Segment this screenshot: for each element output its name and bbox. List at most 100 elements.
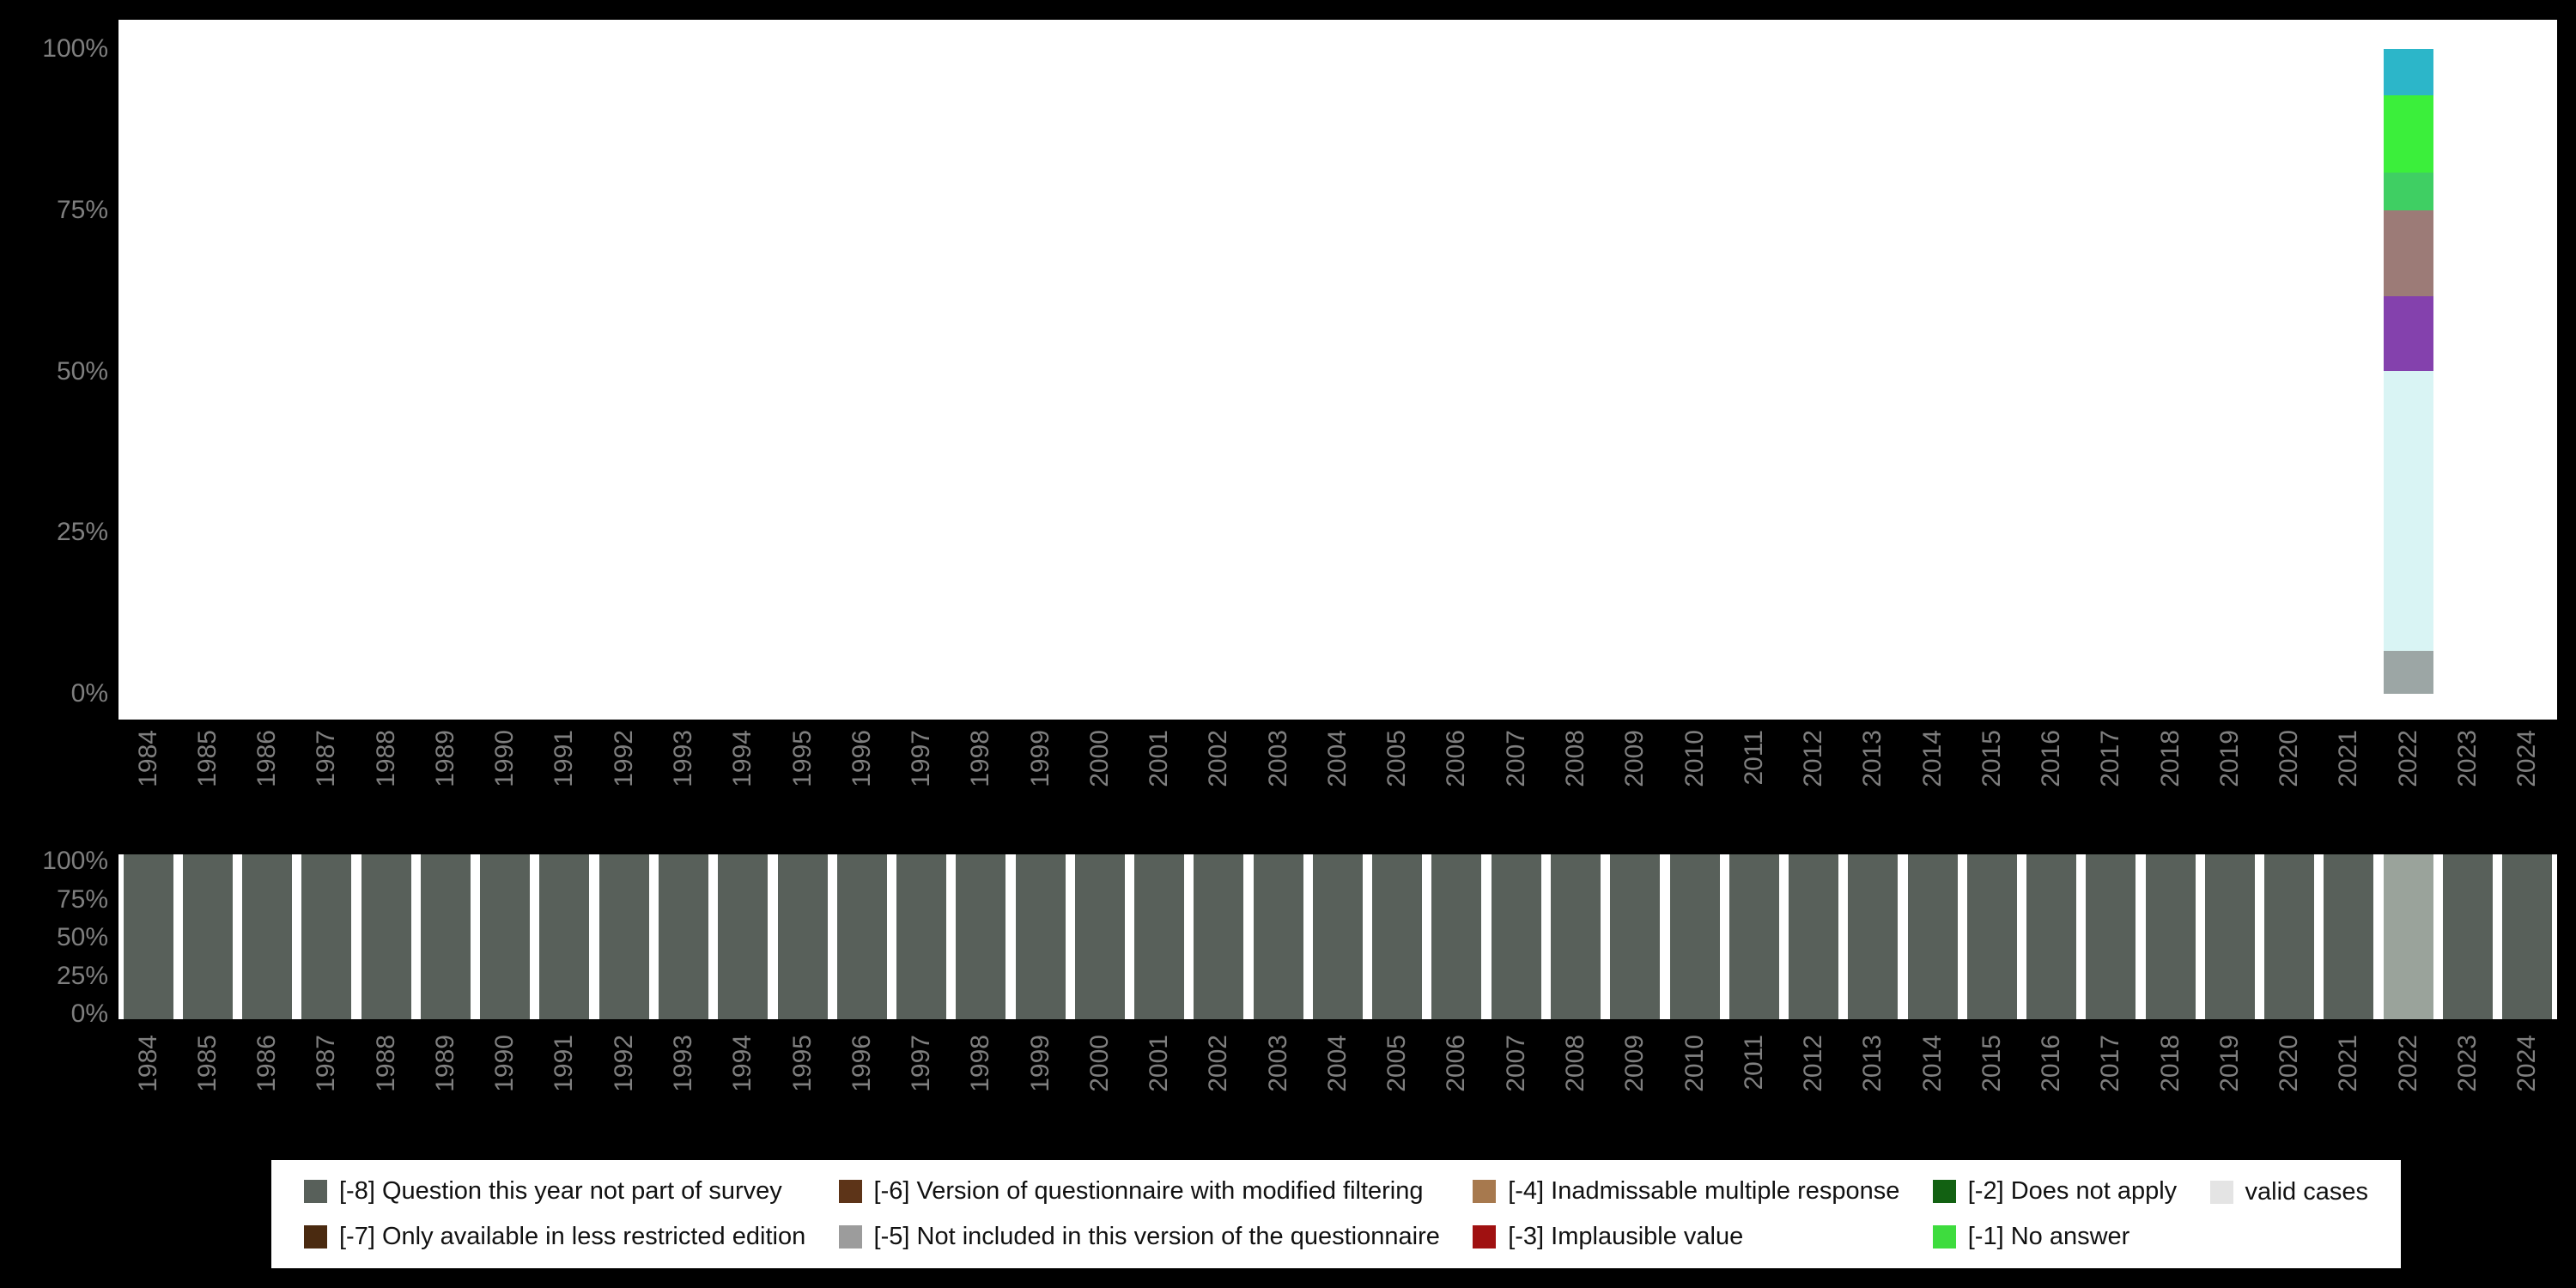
bar-slot (951, 49, 1011, 694)
bar-slot (2260, 854, 2319, 1019)
bar-slot (476, 854, 535, 1019)
bar-slot (653, 49, 713, 694)
x-tick: 2000 (1070, 730, 1129, 787)
x-tick: 2015 (1962, 730, 2021, 787)
x-tick-label: 1994 (730, 1035, 756, 1092)
x-tick: 1996 (832, 1035, 891, 1092)
legend-label: [-7] Only available in less restricted e… (339, 1224, 805, 1249)
x-tick-label: 2019 (2217, 1035, 2243, 1092)
year-bar-1984 (124, 854, 173, 1019)
x-tick-label: 1997 (908, 1035, 934, 1092)
x-tick-label: 2013 (1860, 730, 1886, 787)
bar-slot (2498, 854, 2557, 1019)
bar-slot (951, 854, 1011, 1019)
x-tick-label: 1996 (849, 1035, 875, 1092)
year-bar-2015 (1967, 854, 2017, 1019)
x-tick-label: 1988 (374, 730, 399, 787)
y-tick-label: 0% (71, 1001, 108, 1027)
legend-swatch (839, 1225, 862, 1249)
x-tick-label: 2014 (1920, 1035, 1946, 1092)
y-tick-label: 50% (57, 359, 108, 385)
bar-slot (2379, 854, 2438, 1019)
top-plot-area (118, 49, 2557, 694)
x-tick: 1993 (653, 730, 713, 787)
bar-slot (416, 854, 475, 1019)
bar-slot (535, 854, 594, 1019)
x-tick-label: 2019 (2217, 730, 2243, 787)
bar-slot (1368, 49, 1427, 694)
x-tick-label: 2012 (1801, 1035, 1826, 1092)
x-tick: 2013 (1844, 730, 1903, 787)
x-tick: 2020 (2260, 1035, 2319, 1092)
legend-label: valid cases (2245, 1180, 2368, 1205)
x-tick: 2005 (1368, 1035, 1427, 1092)
bar-slot (2438, 854, 2497, 1019)
bar-segment-bright-green (2384, 95, 2433, 173)
x-tick: 2004 (1308, 730, 1367, 787)
x-tick-label: 1998 (968, 1035, 993, 1092)
bar-slot (2081, 49, 2141, 694)
bar-slot (2141, 49, 2200, 694)
x-tick-label: 1984 (136, 730, 161, 787)
top-chart-panel (118, 20, 2557, 720)
legend-swatch (304, 1225, 327, 1249)
bar-slot (773, 49, 832, 694)
legend-item: [-5] Not included in this version of the… (839, 1224, 1440, 1249)
x-tick: 2015 (1962, 1035, 2021, 1092)
bottom-x-axis: 1984198519861987198819891990199119921993… (118, 1035, 2557, 1148)
x-tick: 1985 (178, 1035, 237, 1092)
legend-swatch (1473, 1180, 1496, 1203)
x-tick-label: 2017 (2098, 730, 2123, 787)
x-tick: 2011 (1724, 730, 1783, 786)
bar-slot (178, 49, 237, 694)
x-tick: 2006 (1427, 1035, 1486, 1092)
x-tick: 2001 (1130, 730, 1189, 787)
legend-swatch (1933, 1180, 1956, 1203)
bottom-chart-panel (118, 854, 2557, 1019)
x-tick: 2010 (1665, 1035, 1724, 1092)
x-tick: 2021 (2319, 730, 2379, 787)
x-tick: 1998 (951, 730, 1011, 787)
x-tick: 2019 (2200, 1035, 2259, 1092)
x-tick: 2002 (1189, 730, 1249, 787)
x-tick-label: 1993 (671, 1035, 696, 1092)
bar-slot (2379, 49, 2438, 694)
x-tick-label: 2001 (1146, 730, 1172, 787)
x-tick-label: 2022 (2396, 1035, 2421, 1092)
x-tick: 1993 (653, 1035, 713, 1092)
y-tick-label: 100% (42, 36, 108, 62)
x-tick: 2014 (1903, 1035, 1962, 1092)
bar-slot (1011, 49, 1070, 694)
x-tick-label: 2016 (2038, 730, 2064, 787)
year-bar-2004 (1313, 854, 1363, 1019)
bar-slot (1189, 49, 1249, 694)
x-tick: 2017 (2081, 1035, 2141, 1092)
legend-column: valid cases (2210, 1180, 2368, 1249)
x-tick-label: 2021 (2336, 1035, 2361, 1092)
x-tick-label: 2002 (1206, 730, 1231, 787)
bar-slot (653, 854, 713, 1019)
bar-slot (1783, 49, 1843, 694)
x-tick: 1984 (118, 1035, 178, 1092)
x-tick: 1999 (1011, 1035, 1070, 1092)
legend-item: [-4] Inadmissable multiple response (1473, 1179, 1899, 1204)
x-tick-label: 2024 (2514, 730, 2540, 787)
year-bar-1992 (599, 854, 649, 1019)
x-tick-label: 1991 (551, 1035, 577, 1092)
bar-slot (714, 49, 773, 694)
x-tick-label: 1994 (730, 730, 756, 787)
year-bar-1998 (956, 854, 1005, 1019)
x-tick-label: 2006 (1443, 730, 1469, 787)
x-tick-label: 2013 (1860, 1035, 1886, 1092)
x-tick: 2017 (2081, 730, 2141, 787)
y-tick-label: 50% (57, 925, 108, 951)
bar-slot (1546, 854, 1605, 1019)
bar-slot (1070, 49, 1129, 694)
x-tick-label: 2010 (1682, 1035, 1708, 1092)
year-bar-2014 (1908, 854, 1958, 1019)
x-tick: 2021 (2319, 1035, 2379, 1092)
legend-item: [-1] No answer (1933, 1224, 2177, 1249)
legend-label: [-2] Does not apply (1968, 1179, 2177, 1204)
bar-slot (356, 854, 416, 1019)
x-tick: 1986 (238, 730, 297, 787)
